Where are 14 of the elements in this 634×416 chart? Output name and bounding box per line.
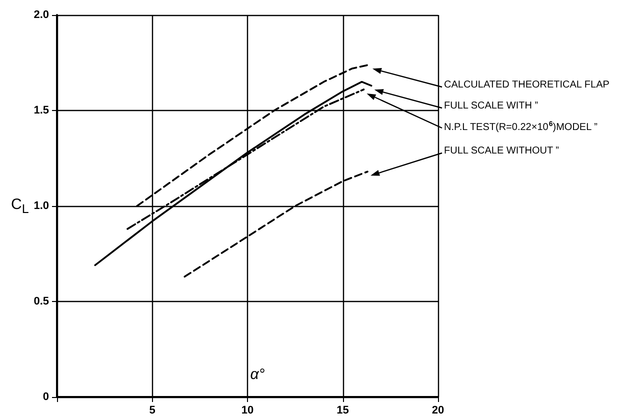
x-tick-label: 5 <box>149 404 156 416</box>
text: FULL SCALE WITHOUT ” <box>444 146 560 156</box>
y-tick-label: 1.0 <box>34 200 49 212</box>
text: CALCULATED THEORETICAL FLAP <box>444 80 610 90</box>
x-tick-label: 20 <box>432 404 444 416</box>
text: FULL SCALE WITH ” <box>444 100 538 112</box>
x-tick-label: 10 <box>241 404 254 416</box>
y-tick-label: 0 <box>42 391 49 403</box>
x-axis-title: α° <box>250 366 265 383</box>
y-axis-title: C$_{L}$ <box>11 196 29 218</box>
y-tick-label: 1.5 <box>34 104 49 116</box>
y-tick-label: 2.0 <box>34 9 49 21</box>
y-tick-label: 0.5 <box>34 296 49 308</box>
x-tick-label: 15 <box>336 404 349 416</box>
